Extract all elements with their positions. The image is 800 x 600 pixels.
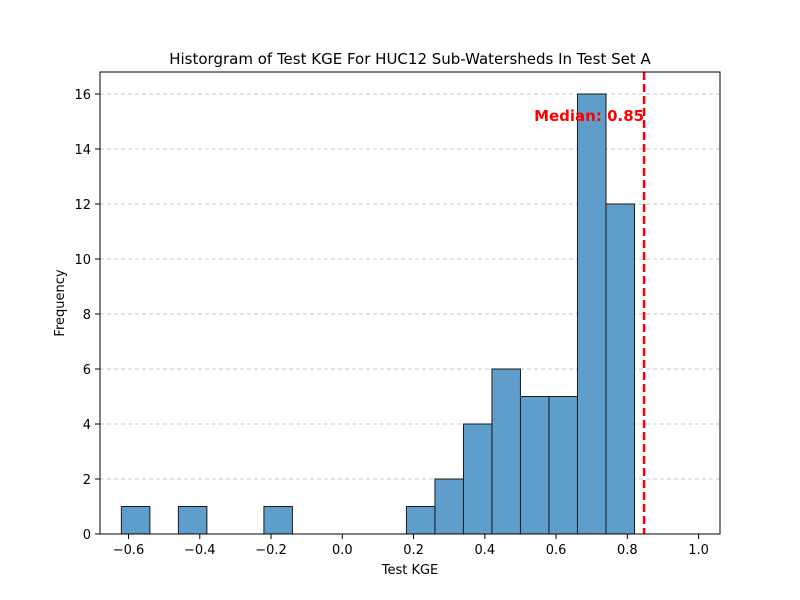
- histogram-bars: [120, 93, 635, 535]
- x-axis-label: Test KGE: [381, 563, 439, 578]
- median-label: Median: 0.85: [534, 107, 644, 125]
- histogram-bar-5: [263, 506, 293, 535]
- x-tick-label-1: −0.4: [184, 543, 216, 558]
- histogram-bar-2: [177, 506, 208, 535]
- histogram-bar-11: [434, 478, 464, 535]
- x-tick-label-6: 0.6: [546, 543, 567, 558]
- y-tick-label-7: 14: [74, 143, 91, 158]
- y-tick-label-4: 8: [83, 308, 91, 323]
- x-tick-label-5: 0.4: [474, 543, 495, 558]
- histogram-bar-16: [576, 93, 607, 535]
- histogram-bar-0: [120, 506, 151, 535]
- x-tick-label-2: −0.2: [255, 543, 287, 558]
- x-tick-label-0: −0.6: [113, 543, 145, 558]
- y-tick-label-2: 4: [83, 418, 91, 433]
- y-tick-label-6: 12: [74, 198, 91, 213]
- median-marker: Median: 0.85: [534, 72, 646, 534]
- y-tick-label-1: 2: [83, 473, 91, 488]
- x-tick-label-3: 0.0: [332, 543, 353, 558]
- x-tick-label-7: 0.8: [617, 543, 638, 558]
- x-axis: −0.6 −0.4 −0.2 0.0 0.2 0.4 0.6 0.8 1.0: [113, 534, 709, 558]
- y-tick-label-5: 10: [74, 253, 91, 268]
- y-tick-label-3: 6: [83, 363, 91, 378]
- histogram-bar-10: [405, 506, 436, 535]
- histogram-bar-15: [548, 396, 578, 535]
- y-tick-label-0: 0: [83, 528, 91, 543]
- histogram-bar-13: [491, 368, 521, 535]
- histogram-bar-12: [462, 423, 493, 535]
- histogram-bar-17: [605, 203, 635, 535]
- y-axis-label: Frequency: [53, 269, 68, 336]
- chart-title: Historgram of Test KGE For HUC12 Sub-Wat…: [169, 50, 651, 68]
- grid-lines: [100, 93, 720, 480]
- x-tick-label-8: 1.0: [688, 543, 709, 558]
- plot-frame: [99, 71, 721, 535]
- y-axis: 0 2 4 6 8 10 12 14 16: [74, 88, 100, 543]
- x-tick-label-4: 0.2: [403, 543, 424, 558]
- histogram-bar-14: [519, 396, 550, 535]
- y-tick-label-8: 16: [74, 88, 91, 103]
